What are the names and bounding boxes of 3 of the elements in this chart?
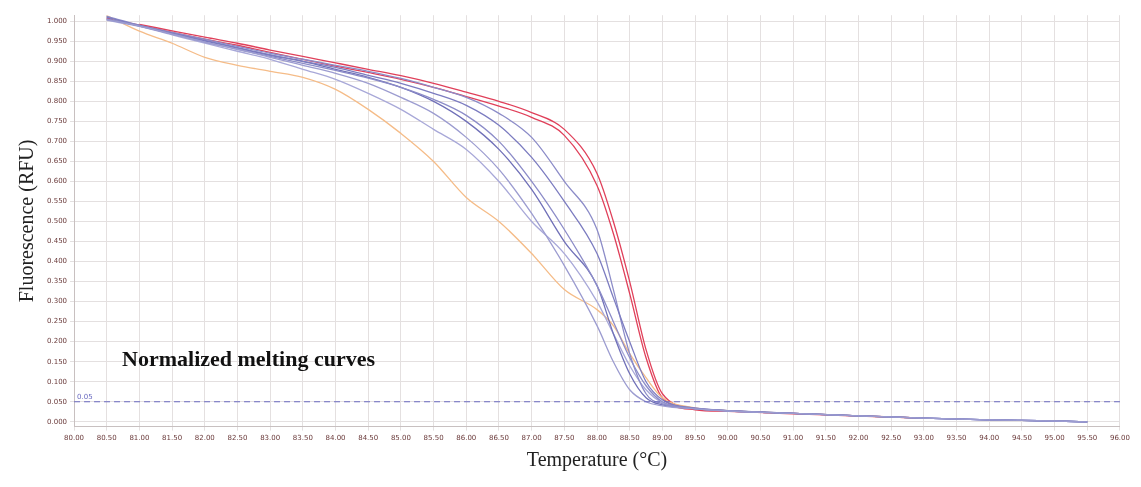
annotation: Normalized melting curves [122, 346, 376, 372]
x-axis-title: Temperature (°C) [526, 448, 668, 472]
y-axis-title: Fluorescence (RFU) [15, 139, 39, 303]
